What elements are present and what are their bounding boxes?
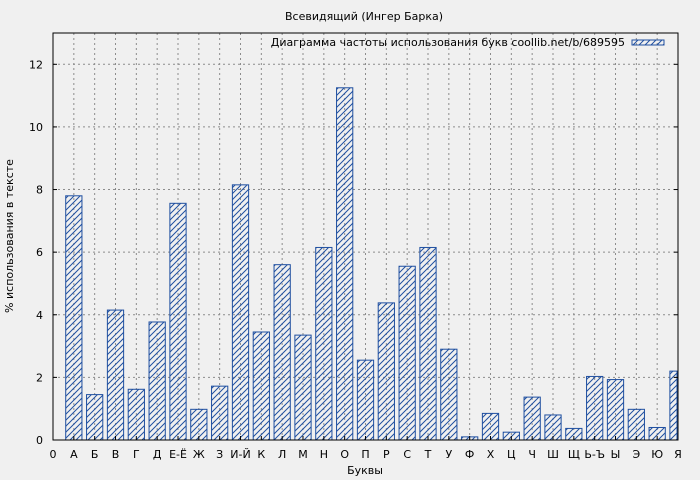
bar-Г — [127, 388, 145, 441]
x-tick-label: Ж — [193, 448, 205, 461]
x-tick-label: 0 — [50, 448, 57, 461]
x-tick-label: П — [361, 448, 369, 461]
bar-И-Й — [231, 184, 250, 441]
x-tick-label: Т — [424, 448, 432, 461]
bar-Б — [86, 394, 104, 441]
bar-У — [440, 348, 458, 441]
bar-Л — [273, 264, 291, 441]
x-tick-label: И-Й — [230, 448, 250, 461]
bar-В — [106, 309, 125, 441]
x-tick-label: Х — [487, 448, 495, 461]
bar-Т — [419, 246, 437, 441]
x-tick-label: М — [298, 448, 308, 461]
y-tick-label: 10 — [29, 121, 43, 134]
legend: Диаграмма частоты использования букв coo… — [271, 36, 665, 49]
gridlines — [53, 33, 678, 440]
legend-label: Диаграмма частоты использования букв coo… — [271, 36, 625, 49]
bar-Ч — [523, 396, 541, 441]
x-axis: 0 А Б В Г Д Е-Ё Ж З И-Й К Л М Н О П Р С Т У Ф Х Ц Ч Ш Щ Ь-Ъ Ы Э Ю Я — [50, 436, 682, 461]
x-tick-label: Л — [278, 448, 286, 461]
bars — [65, 87, 678, 441]
y-axis: 0 2 4 6 8 10 12 — [29, 58, 678, 447]
x-tick-label: Б — [91, 448, 99, 461]
y-tick-label: 0 — [36, 434, 43, 447]
y-tick-label: 6 — [36, 246, 43, 259]
y-axis-label: % использования в тексте — [3, 159, 16, 313]
x-tick-label: У — [445, 448, 452, 461]
bar-З — [211, 385, 229, 441]
bar-А — [65, 195, 83, 441]
x-tick-label: Е-Ё — [169, 448, 187, 461]
bar-К — [252, 331, 270, 441]
bar-Ы — [606, 379, 625, 441]
x-tick-label: Ф — [465, 448, 474, 461]
y-tick-label: 12 — [29, 58, 43, 71]
bar-Р — [377, 302, 395, 441]
bar-Ж — [190, 408, 208, 441]
bar-П — [356, 359, 375, 441]
bar-Э — [627, 408, 645, 441]
x-axis-label: Буквы — [347, 464, 383, 477]
bar-Ь-Ъ — [586, 375, 604, 441]
y-tick-label: 2 — [36, 371, 43, 384]
x-tick-label: Ш — [547, 448, 559, 461]
x-tick-label: Н — [320, 448, 328, 461]
bar-М — [294, 334, 312, 441]
bar-Е-Ё — [169, 202, 187, 441]
bar-О — [336, 87, 354, 441]
x-tick-label: О — [340, 448, 349, 461]
x-tick-label: Щ — [568, 448, 580, 461]
x-tick-label: Ц — [507, 448, 516, 461]
bar-Д — [148, 321, 166, 441]
x-tick-label: Э — [632, 448, 640, 461]
x-tick-label: Ы — [611, 448, 621, 461]
x-tick-label: Г — [133, 448, 140, 461]
y-tick-label: 4 — [36, 309, 43, 322]
x-tick-label: А — [70, 448, 78, 461]
bar-Я — [669, 370, 678, 441]
y-tick-label: 8 — [36, 184, 43, 197]
x-tick-label: З — [216, 448, 223, 461]
x-tick-label: С — [403, 448, 411, 461]
bar-С — [398, 265, 416, 441]
bar-Н — [315, 246, 333, 441]
x-tick-label: К — [257, 448, 265, 461]
x-tick-label: Р — [383, 448, 390, 461]
x-tick-label: В — [112, 448, 120, 461]
legend-swatch — [631, 39, 665, 46]
x-tick-label: Ю — [651, 448, 663, 461]
x-tick-label: Я — [674, 448, 682, 461]
x-tick-label: Д — [153, 448, 162, 461]
x-tick-label: Ь-Ъ — [584, 448, 605, 461]
chart-title: Всевидящий (Ингер Барка) — [285, 10, 443, 23]
x-tick-label: Ч — [528, 448, 536, 461]
